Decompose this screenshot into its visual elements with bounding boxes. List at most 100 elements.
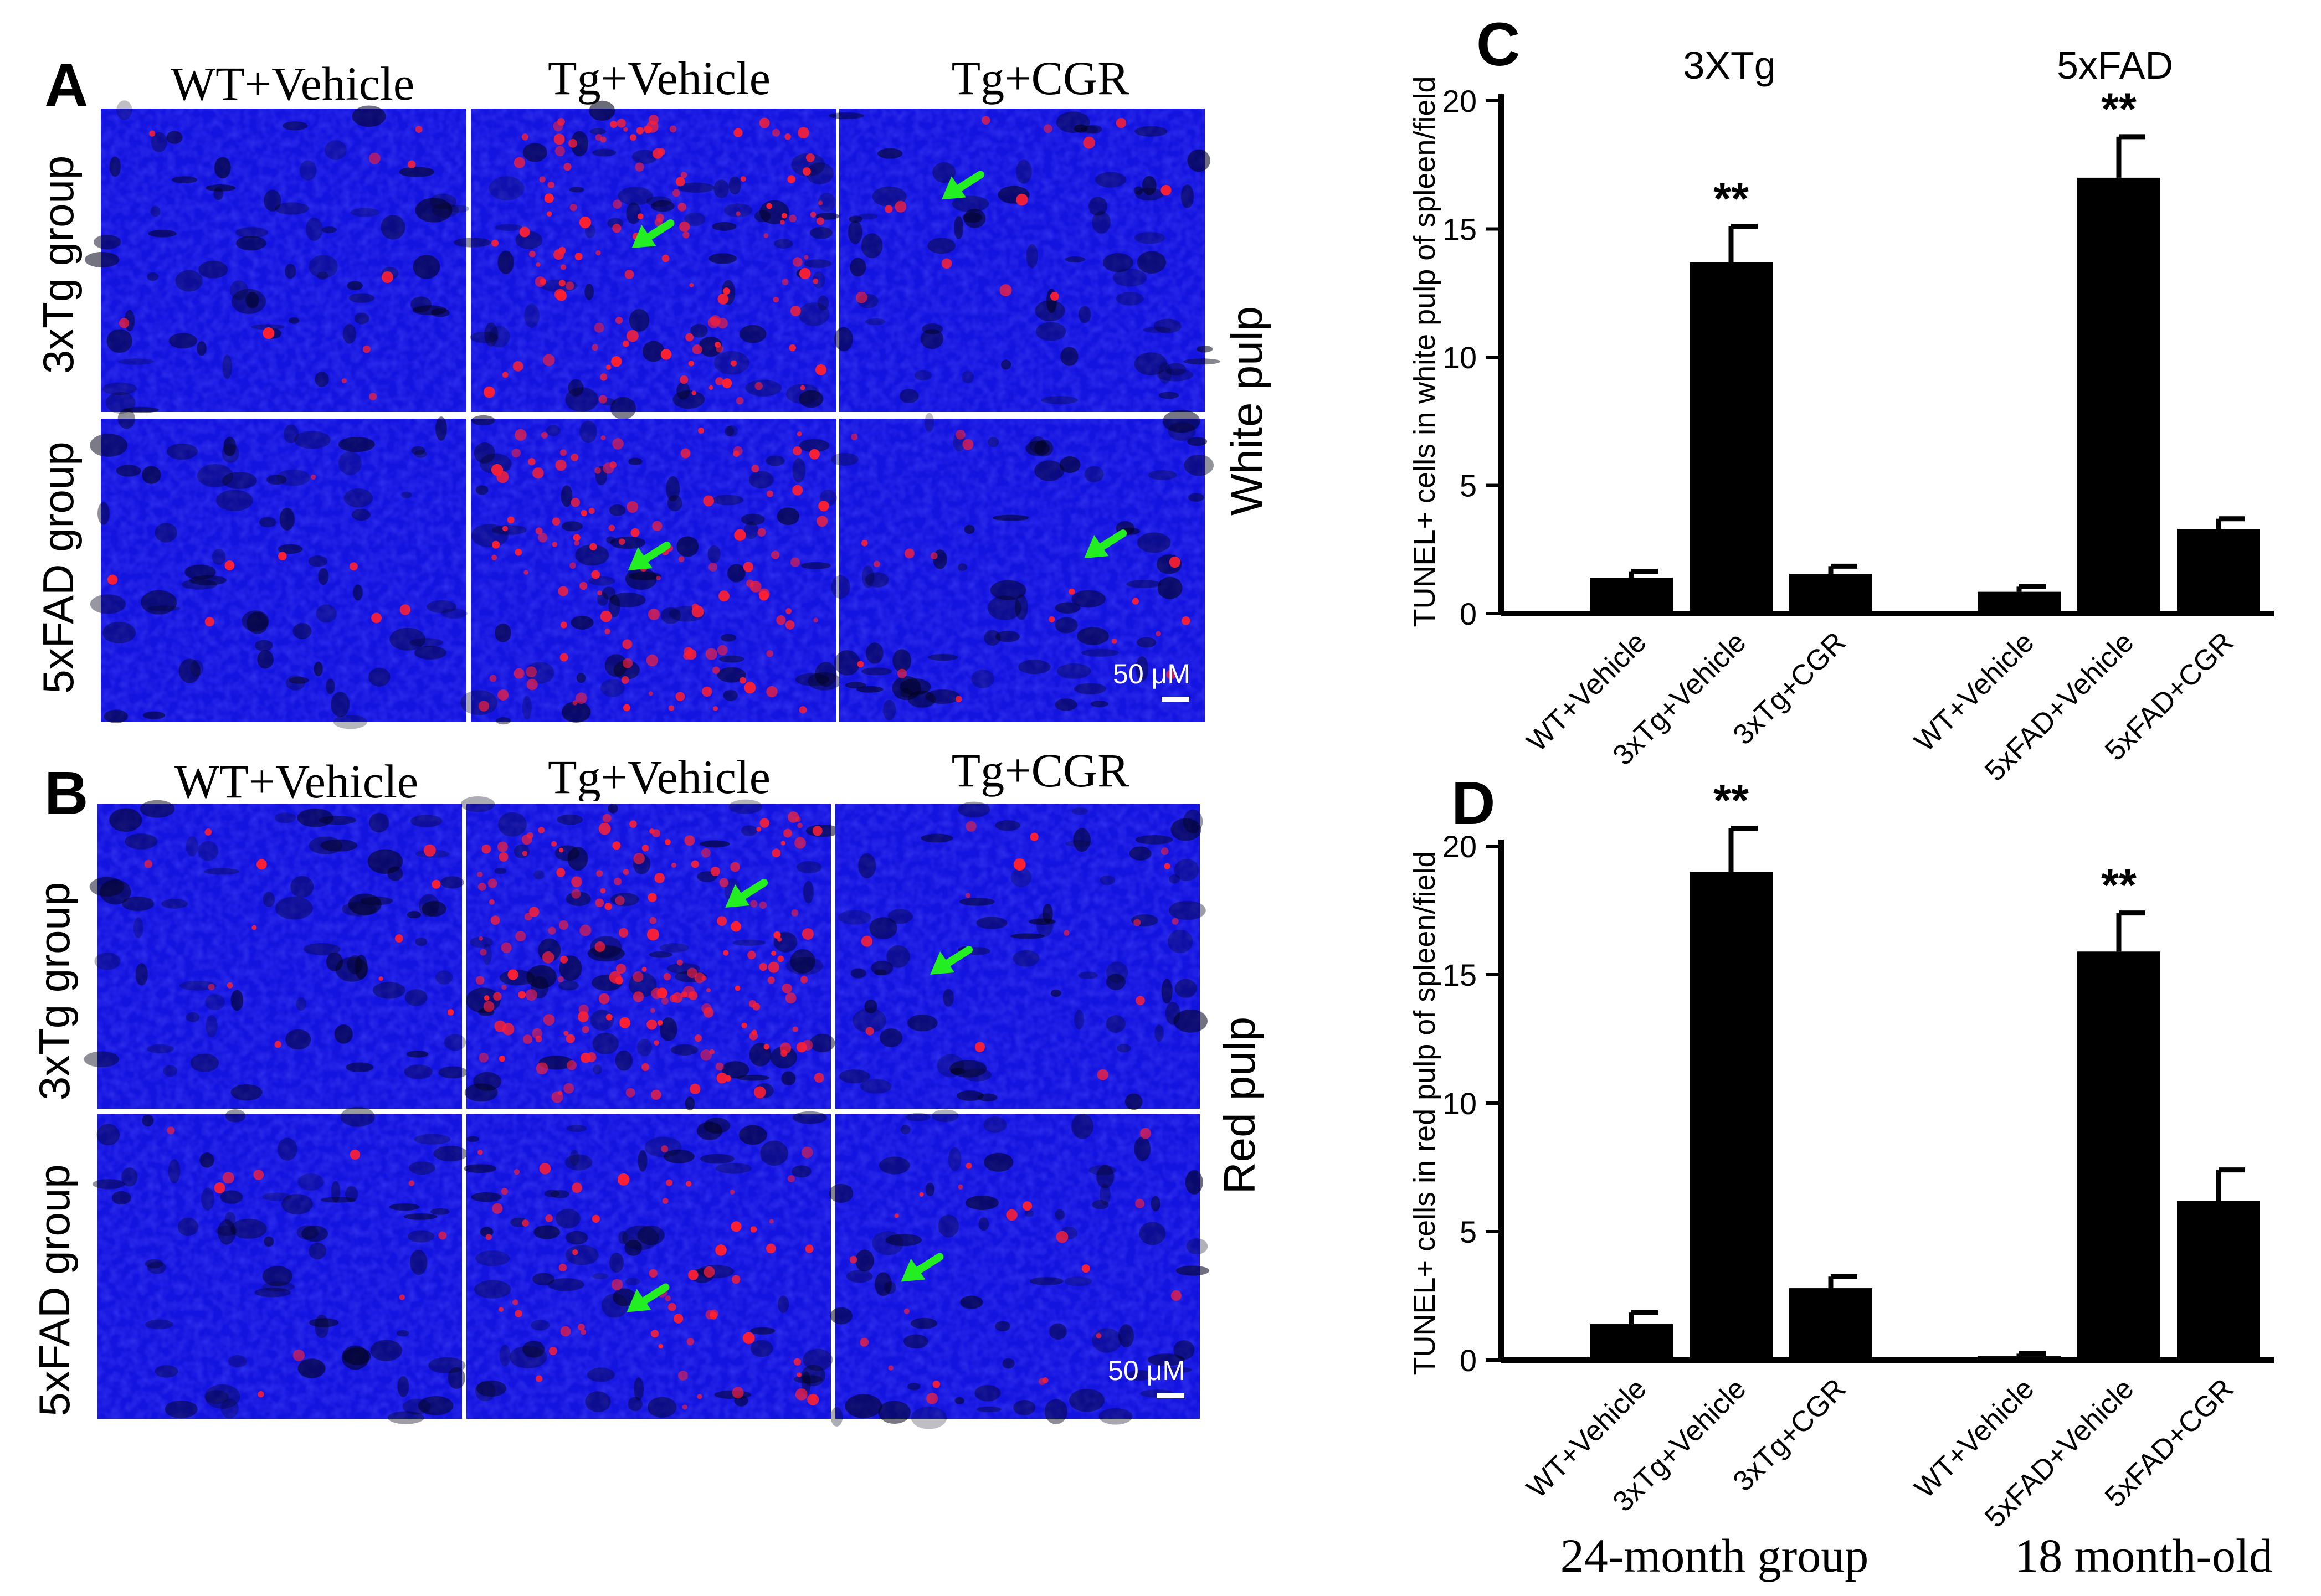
tissue-gap <box>741 513 765 526</box>
tissue-gap <box>1013 1400 1036 1415</box>
tunel-positive-cell <box>777 955 784 962</box>
tissue-gap <box>561 701 591 723</box>
tissue-gap <box>489 176 525 200</box>
tissue-gap <box>348 293 375 303</box>
tissue-gap <box>1035 322 1066 341</box>
tunel-positive-cell <box>579 924 592 936</box>
tunel-positive-cell <box>919 1192 924 1197</box>
tissue-gap <box>597 591 609 606</box>
tunel-positive-cell <box>766 490 773 497</box>
tissue-gap <box>309 1242 327 1260</box>
tunel-positive-cell <box>613 199 622 209</box>
tissue-gap <box>368 667 391 687</box>
tunel-positive-cell <box>776 615 786 625</box>
tissue-gap <box>309 1318 339 1327</box>
tissue-gap <box>914 370 932 381</box>
tissue-gap <box>1049 1323 1067 1340</box>
tissue-gap <box>754 210 771 223</box>
tunel-positive-cell <box>612 841 621 850</box>
tunel-positive-cell <box>661 1145 669 1152</box>
tissue-gap <box>305 217 323 241</box>
tissue-gap <box>1162 409 1200 433</box>
tissue-gap <box>285 1029 311 1050</box>
tissue-gap <box>568 379 584 397</box>
tunel-positive-cell <box>903 1308 910 1314</box>
tunel-positive-cell <box>1069 588 1075 595</box>
tunel-positive-cell <box>576 692 587 704</box>
tissue-gap <box>576 673 586 683</box>
tissue-gap <box>404 989 428 1006</box>
tunel-positive-cell <box>591 570 600 579</box>
tunel-positive-cell <box>678 1370 689 1381</box>
tissue-gap <box>716 1163 752 1174</box>
tunel-positive-cell <box>692 344 702 355</box>
tunel-positive-cell <box>579 217 592 229</box>
tunel-positive-cell <box>623 127 628 132</box>
tissue-gap <box>579 420 597 443</box>
tissue-gap <box>145 1319 173 1330</box>
tunel-positive-cell <box>766 686 778 698</box>
tissue-gap <box>1106 1015 1126 1033</box>
tunel-positive-cell <box>658 1343 663 1349</box>
tissue-gap <box>1074 1010 1085 1030</box>
tissue-gap <box>353 584 363 601</box>
green-arrow-icon <box>930 946 973 975</box>
tunel-positive-cell <box>1170 1290 1182 1301</box>
tunel-positive-cell <box>1182 616 1190 625</box>
tissue-gap <box>871 960 894 976</box>
tunel-positive-cell <box>958 1184 963 1190</box>
tissue-gap <box>567 847 588 871</box>
tunel-positive-cell <box>496 471 509 483</box>
tunel-positive-cell <box>423 844 436 857</box>
tissue-gap <box>806 162 834 184</box>
tissue-gap <box>1116 292 1144 306</box>
tissue-gap <box>749 1327 776 1335</box>
tissue-gap <box>958 563 967 571</box>
tunel-positive-cell <box>661 997 669 1005</box>
micrograph-tile <box>454 100 840 420</box>
tunel-positive-cell <box>363 345 371 353</box>
tissue-gap <box>404 1213 438 1220</box>
tissue-gap <box>1069 1388 1105 1412</box>
tissue-gap <box>397 1376 409 1397</box>
tunel-positive-cell <box>528 457 536 466</box>
tissue-gap <box>150 206 161 217</box>
tissue-gap <box>1117 1043 1131 1053</box>
tissue-gap <box>853 1008 887 1033</box>
tissue-gap <box>161 899 188 909</box>
tunel-positive-cell <box>851 433 858 441</box>
tissue-gap <box>830 1307 853 1325</box>
tissue-gap <box>856 686 884 693</box>
tunel-positive-cell <box>703 495 715 507</box>
tissue-gap <box>984 630 1001 646</box>
tissue-gap <box>102 621 136 644</box>
tunel-positive-cell <box>592 1214 600 1223</box>
bar <box>2177 529 2260 614</box>
tissue-gap <box>592 1032 619 1055</box>
tunel-positive-cell <box>635 162 644 172</box>
tunel-positive-cell <box>574 540 579 546</box>
tunel-positive-cell <box>608 524 615 531</box>
row-label-3xtg: 3xTg group <box>30 882 79 1101</box>
tissue-gap <box>1034 460 1065 481</box>
tunel-positive-cell <box>541 431 548 439</box>
tunel-positive-cell <box>475 976 485 985</box>
tissue-gap <box>726 425 738 437</box>
tunel-positive-cell <box>669 125 677 133</box>
tunel-positive-cell <box>773 296 779 303</box>
tissue-gap <box>565 1245 599 1265</box>
tissue-gap <box>984 1152 1014 1172</box>
tunel-positive-cell <box>501 942 512 953</box>
tunel-positive-cell <box>766 203 773 209</box>
side-label-white-pulp: White pulp <box>1222 306 1271 516</box>
tissue-gap <box>533 870 545 880</box>
tunel-positive-cell <box>662 1198 669 1204</box>
y-tick-label: 20 <box>1442 829 1477 864</box>
tissue-gap <box>724 203 753 218</box>
scale-bar: 50 μM <box>1113 658 1190 702</box>
tissue-gap <box>638 1150 648 1172</box>
tunel-positive-cell <box>529 907 540 917</box>
tissue-gap <box>925 1182 935 1197</box>
tissue-gap <box>315 372 329 387</box>
tissue-gap <box>839 1069 870 1084</box>
